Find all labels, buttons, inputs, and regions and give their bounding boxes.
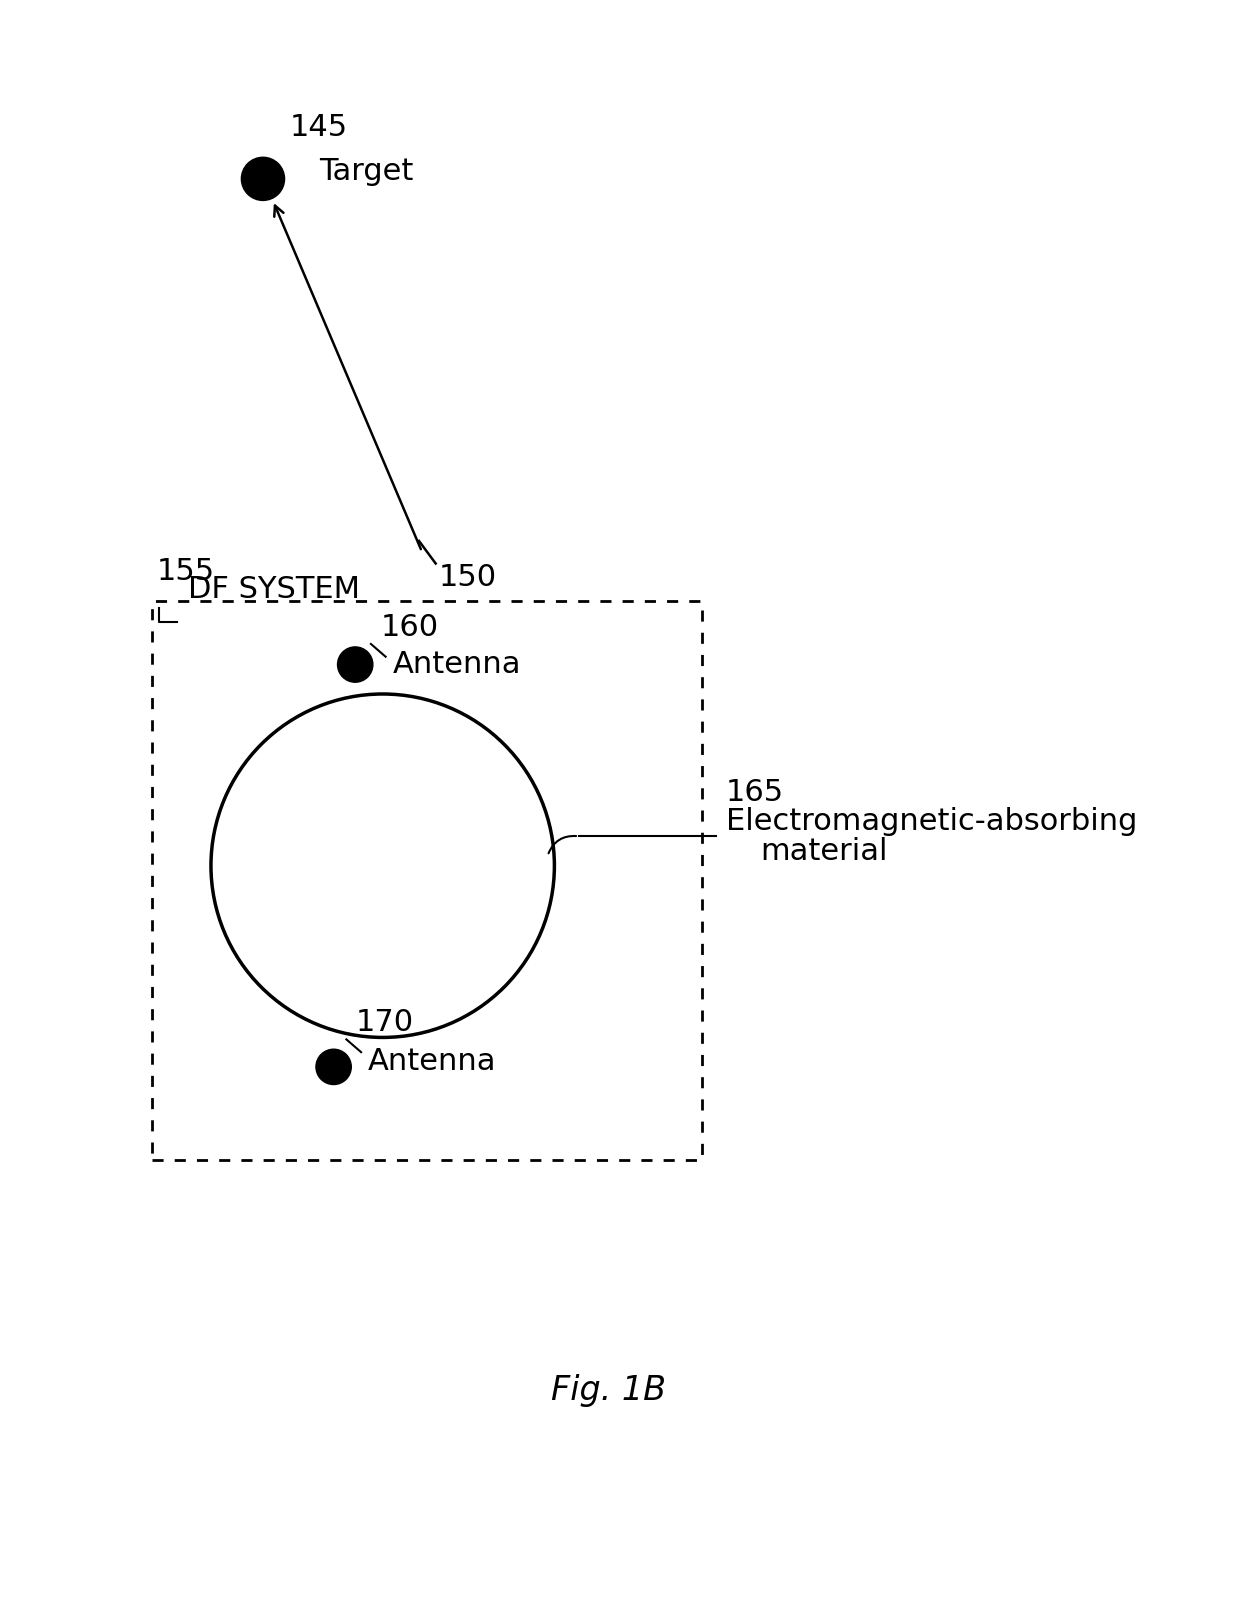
Text: Electromagnetic-absorbing: Electromagnetic-absorbing xyxy=(727,806,1137,837)
Text: DF SYSTEM: DF SYSTEM xyxy=(188,575,361,604)
Text: Target: Target xyxy=(319,158,413,187)
Text: 150: 150 xyxy=(439,564,497,592)
Text: 165: 165 xyxy=(727,778,784,806)
Text: 155: 155 xyxy=(157,557,215,586)
Text: Antenna: Antenna xyxy=(368,1048,496,1076)
Circle shape xyxy=(337,647,373,682)
Circle shape xyxy=(242,157,284,201)
Text: 160: 160 xyxy=(381,613,439,642)
Text: material: material xyxy=(760,837,888,866)
Circle shape xyxy=(316,1049,351,1084)
Text: Antenna: Antenna xyxy=(393,650,521,679)
Text: 170: 170 xyxy=(356,1008,414,1038)
Bar xyxy=(153,600,702,1159)
Text: Fig. 1B: Fig. 1B xyxy=(551,1373,666,1407)
Text: 145: 145 xyxy=(289,112,347,142)
